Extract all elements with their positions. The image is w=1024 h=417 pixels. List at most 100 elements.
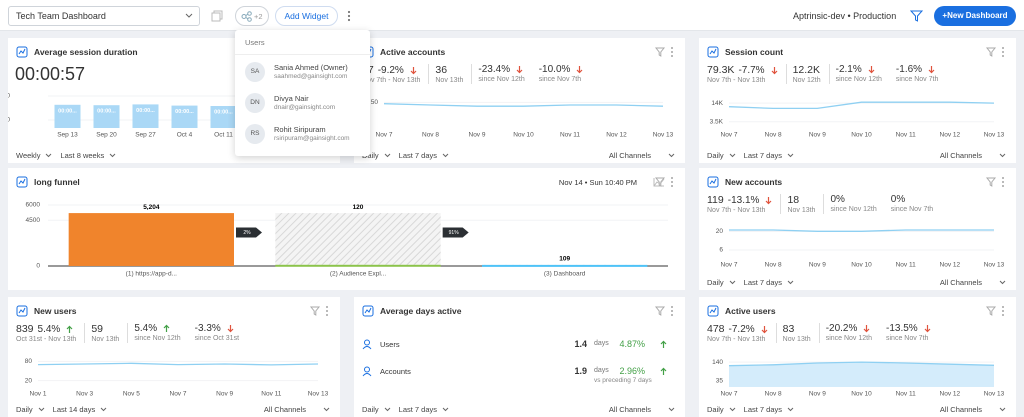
stat-caption: since Nov 7th	[895, 76, 939, 83]
x-tick-label: Nov 13	[653, 132, 674, 139]
stat-value: 59	[91, 323, 103, 335]
chevron[interactable]	[668, 153, 675, 158]
chevron[interactable]	[999, 153, 1006, 158]
kebab-menu[interactable]	[346, 9, 352, 23]
footer-channel[interactable]: All Channels	[608, 405, 651, 414]
chevron[interactable]	[384, 407, 391, 412]
menu-dot	[671, 306, 673, 308]
chevron[interactable]	[729, 153, 736, 158]
chevron[interactable]	[729, 407, 736, 412]
footer-range[interactable]: Last 7 days	[398, 151, 438, 160]
trend-arrow	[863, 325, 870, 333]
widget-filter[interactable]	[654, 306, 666, 316]
chevron[interactable]	[729, 280, 736, 285]
x-tick-label: Nov 7	[721, 391, 738, 398]
footer-range[interactable]: Last 14 days	[52, 405, 96, 414]
stat-caption: since Nov 12th	[830, 206, 877, 213]
chevron[interactable]	[38, 407, 45, 412]
menu-dot	[326, 310, 328, 312]
x-tick-label: Nov 10	[851, 391, 872, 398]
widget-footer: Daily Last 14 days	[16, 405, 115, 414]
chevron[interactable]	[787, 407, 794, 412]
widget-menu[interactable]	[670, 305, 674, 317]
widget-filter[interactable]	[654, 47, 666, 57]
y-tick-label: 20	[25, 377, 33, 384]
chevron[interactable]	[442, 153, 449, 158]
widget-icon	[362, 305, 374, 317]
filter-icon[interactable]	[910, 10, 923, 22]
stat-change: -10.0%	[538, 64, 571, 75]
stat-caption: since Nov 12th	[835, 76, 882, 83]
menu-dot	[1002, 177, 1004, 179]
stat: -3.3% since Oct 31st	[189, 323, 239, 343]
x-tick-label: Nov 11	[896, 391, 916, 398]
trend-arrow	[924, 325, 931, 333]
footer-channel[interactable]: All Channels	[939, 405, 982, 414]
footer-channel[interactable]: All Channels	[608, 151, 651, 160]
filter-shape	[985, 177, 997, 187]
footer-granularity[interactable]: Daily	[16, 405, 33, 414]
footer-range[interactable]: Last 7 days	[743, 278, 783, 287]
widget-menu[interactable]	[325, 305, 329, 317]
chevron[interactable]	[787, 280, 794, 285]
x-tick-label: Oct 11	[214, 132, 233, 139]
footer-range[interactable]: Last 7 days	[398, 405, 438, 414]
chevron[interactable]	[668, 407, 675, 412]
widget-icon	[707, 46, 719, 58]
arrow-shape	[516, 66, 523, 74]
chevron	[185, 13, 193, 18]
new-dashboard-button[interactable]: +New Dashboard	[934, 6, 1016, 26]
footer-channel[interactable]: All Channels	[939, 151, 982, 160]
chevron[interactable]	[999, 280, 1006, 285]
footer-channel[interactable]: All Channels	[263, 405, 306, 414]
widget-filter[interactable]	[985, 47, 997, 57]
footer-granularity[interactable]: Daily	[707, 151, 724, 160]
widget-filter[interactable]	[985, 306, 997, 316]
chevron[interactable]	[384, 153, 391, 158]
dashboard-select[interactable]: Tech Team Dashboard	[8, 6, 200, 26]
chevron[interactable]	[787, 153, 794, 158]
share-chip[interactable]: +2	[235, 6, 269, 26]
copy-icon[interactable]	[211, 10, 223, 22]
widget-menu[interactable]	[670, 176, 674, 188]
widget-menu[interactable]	[1001, 176, 1005, 188]
chart-type-icon[interactable]	[653, 177, 665, 187]
widget-filter[interactable]	[309, 306, 321, 316]
footer-range[interactable]: Last 8 weeks	[60, 151, 105, 160]
x-tick-label: Nov 10	[851, 132, 872, 139]
widget-menu[interactable]	[670, 46, 674, 58]
footer-granularity[interactable]: Daily	[362, 151, 379, 160]
chevron[interactable]	[109, 153, 116, 158]
menu-dot	[671, 314, 673, 316]
footer-range[interactable]: Last 7 days	[743, 151, 783, 160]
chevron[interactable]	[323, 407, 330, 412]
stat: 36 Nov 13th	[428, 64, 471, 84]
footer-granularity[interactable]: Daily	[707, 405, 724, 414]
stat-change: -3.3%	[194, 323, 221, 334]
chevron[interactable]	[999, 407, 1006, 412]
chevron[interactable]	[100, 407, 107, 412]
add-widget-button[interactable]: Add Widget	[275, 6, 338, 26]
chart: 14K 3.5K Nov 7 Nov 8 Nov 9 Nov 10 Nov 11 Nov 12…	[710, 100, 1005, 139]
stat: -2.1% since Nov 12th	[828, 64, 890, 84]
footer-range[interactable]: Last 7 days	[743, 405, 783, 414]
footer-granularity[interactable]: Daily	[707, 278, 724, 287]
stat: -20.2% since Nov 12th	[818, 323, 880, 343]
chevron[interactable]	[45, 153, 52, 158]
x-tick-label: Nov 3	[76, 391, 93, 398]
chevron[interactable]	[442, 407, 449, 412]
widget-title: New users	[34, 306, 77, 316]
footer-granularity[interactable]: Daily	[362, 405, 379, 414]
chevron-shape	[46, 153, 52, 158]
widget-filter[interactable]	[985, 177, 997, 187]
widget-title: Active accounts	[380, 47, 446, 57]
footer-granularity[interactable]: Weekly	[16, 151, 41, 160]
widget-menu[interactable]	[1001, 46, 1005, 58]
x-tick-label: Nov 9	[469, 132, 486, 139]
widget-menu[interactable]	[1001, 305, 1005, 317]
user-email: rsiripuram@gainsight.com	[274, 135, 350, 142]
x-tick-label: (1) https://app-d...	[126, 271, 177, 278]
stat-caption: since Nov 7th	[890, 206, 934, 213]
row-label: Accounts	[380, 367, 411, 376]
footer-channel[interactable]: All Channels	[939, 278, 982, 287]
